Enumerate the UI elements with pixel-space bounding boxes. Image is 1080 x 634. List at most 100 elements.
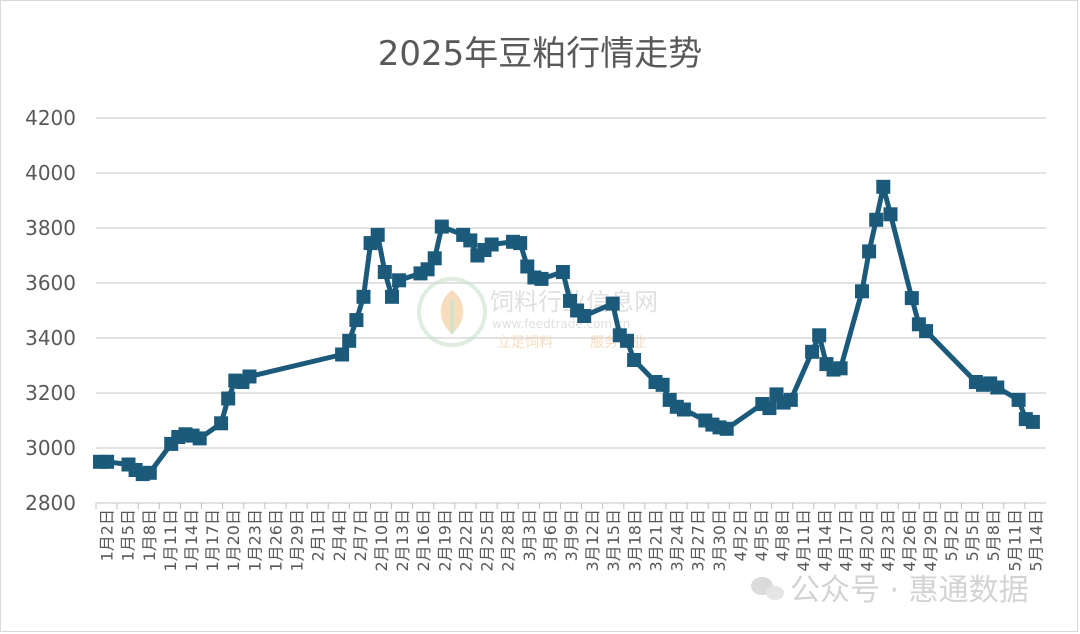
x-tick-label: 5月14日	[1026, 509, 1045, 572]
data-point	[855, 284, 869, 299]
data-point	[1025, 414, 1040, 429]
data-point	[520, 259, 535, 274]
data-point	[883, 207, 898, 222]
data-point	[762, 401, 777, 416]
x-tick-label: 1月20日	[224, 509, 243, 572]
x-tick-label: 4月17日	[836, 509, 855, 572]
data-point	[555, 265, 570, 279]
data-point	[463, 233, 478, 248]
data-point	[1011, 392, 1026, 407]
watermark-wechat: 公众号 · 惠通数据	[790, 573, 1029, 608]
x-tick-label: 5月2日	[942, 509, 961, 561]
grid-lines	[96, 117, 1046, 504]
x-tick-label: 4月2日	[731, 509, 750, 561]
x-tick-label: 1月29日	[288, 509, 307, 572]
data-point	[100, 454, 115, 469]
x-tick-label: 2月16日	[414, 509, 433, 572]
x-tick-label: 1月26日	[266, 509, 285, 572]
x-tick-label: 1月11日	[161, 509, 180, 572]
data-point	[919, 324, 934, 339]
x-tick-label: 3月15日	[604, 509, 623, 572]
y-tick-label: 3000	[25, 436, 76, 460]
data-point	[192, 431, 207, 446]
y-tick-label: 3400	[25, 326, 76, 350]
data-point	[605, 296, 620, 311]
data-point	[335, 347, 350, 362]
x-tick-label: 1月5日	[119, 509, 138, 561]
data-point	[833, 361, 848, 376]
data-point	[370, 227, 385, 242]
x-tick-label: 5月5日	[963, 509, 982, 561]
wechat-icon	[751, 577, 784, 600]
data-point	[805, 344, 820, 359]
x-axis: 1月2日 1月5日 1月8日 1月11日 1月14日 1月17日 1月20日 1月23日 1月2…	[95, 503, 1045, 572]
y-tick-label: 4200	[25, 106, 76, 130]
x-tick-label: 3月21日	[646, 509, 665, 572]
data-point	[620, 333, 634, 348]
data-point	[862, 244, 877, 259]
x-tick-label: 5月8日	[984, 509, 1003, 561]
data-point	[655, 377, 670, 392]
watermark-site-url: www.feedtrade.com.cn	[492, 317, 630, 331]
data-point	[876, 179, 891, 194]
series-soybean-meal	[93, 179, 1040, 482]
x-tick-label: 4月23日	[879, 509, 898, 572]
x-tick-label: 5月11日	[1005, 509, 1024, 572]
y-tick-label: 2800	[25, 491, 76, 515]
x-tick-label: 3月6日	[541, 509, 560, 561]
x-tick-label: 3月24日	[668, 509, 687, 572]
data-point	[783, 392, 798, 407]
x-tick-label: 1月23日	[245, 509, 264, 572]
data-point	[377, 265, 392, 279]
data-point	[392, 273, 407, 288]
y-tick-label: 4000	[25, 161, 76, 185]
data-point	[513, 236, 528, 251]
x-tick-label: 1月14日	[182, 509, 201, 572]
data-point	[214, 416, 229, 431]
chart-title: 2025年豆粕行情走势	[377, 34, 703, 74]
data-point	[356, 289, 371, 304]
x-tick-label: 4月20日	[858, 509, 877, 572]
data-point	[342, 333, 357, 348]
x-tick-label: 3月27日	[689, 509, 708, 572]
data-point	[142, 465, 157, 480]
x-tick-label: 1月17日	[203, 509, 222, 572]
x-tick-label: 2月28日	[499, 509, 518, 572]
x-tick-label: 2月19日	[435, 509, 454, 572]
x-tick-label: 2月7日	[351, 509, 370, 561]
data-point	[420, 262, 435, 277]
x-tick-label: 2月1日	[309, 509, 328, 561]
y-tick-label: 3600	[25, 271, 76, 295]
x-tick-label: 3月3日	[520, 509, 539, 561]
data-point	[812, 328, 827, 343]
data-point	[904, 291, 919, 306]
data-point	[434, 219, 449, 234]
data-point	[349, 313, 364, 328]
x-tick-label: 1月8日	[140, 509, 159, 561]
data-point	[385, 289, 399, 304]
data-point	[242, 369, 257, 384]
x-tick-label: 4月5日	[752, 509, 771, 561]
y-tick-label: 3800	[25, 216, 76, 240]
x-tick-label: 3月18日	[625, 509, 644, 572]
x-tick-label: 4月29日	[921, 509, 940, 572]
y-tick-label: 3200	[25, 381, 76, 405]
data-point	[719, 421, 734, 436]
x-tick-label: 2月10日	[372, 509, 391, 572]
y-axis-ticks: 2800 3000 3200 3400 3600 3800 4000 4200	[25, 106, 76, 515]
watermark-slogan-left: 立足饲料	[497, 335, 553, 351]
data-point	[990, 380, 1005, 395]
x-tick-label: 4月8日	[773, 509, 792, 561]
x-tick-label: 3月9日	[562, 509, 581, 561]
x-tick-label: 4月11日	[794, 509, 813, 572]
data-point	[427, 251, 442, 266]
x-tick-label: 3月12日	[583, 509, 602, 572]
x-tick-label: 2月22日	[456, 509, 475, 572]
feedtrade-logo-icon	[417, 277, 487, 347]
x-tick-label: 1月2日	[98, 509, 117, 561]
x-tick-label: 2月25日	[478, 509, 497, 572]
x-tick-label: 3月30日	[710, 509, 729, 572]
x-tick-label: 2月4日	[330, 509, 349, 561]
